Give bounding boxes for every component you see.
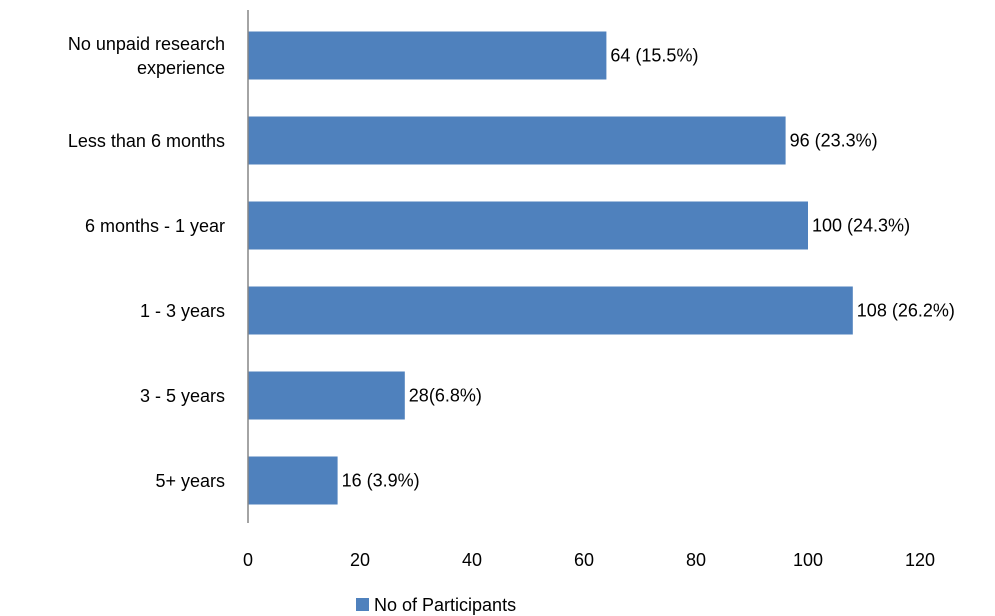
bar — [248, 456, 338, 505]
data-label: 96 (23.3%) — [790, 130, 878, 150]
y-tick-label: 1 - 3 years — [139, 300, 225, 321]
x-tick-label: 100 — [793, 550, 823, 570]
legend-label: No of Participants — [374, 595, 516, 615]
y-tick-label: 3 - 5 years — [139, 385, 225, 406]
bar — [248, 286, 853, 335]
data-label: 28(6.8%) — [409, 385, 482, 405]
bar — [248, 116, 786, 165]
x-tick-label: 80 — [686, 550, 706, 570]
x-tick-label: 0 — [243, 550, 253, 570]
legend-swatch — [356, 598, 369, 611]
x-tick-label: 120 — [905, 550, 935, 570]
data-label: 16 (3.9%) — [342, 470, 420, 490]
x-tick-label: 20 — [350, 550, 370, 570]
y-tick-label: Less than 6 months — [67, 130, 225, 151]
data-label: 100 (24.3%) — [812, 215, 910, 235]
x-tick-label: 40 — [462, 550, 482, 570]
y-tick-label: No unpaid research experience — [67, 33, 225, 78]
data-label: 108 (26.2%) — [857, 300, 955, 320]
bar — [248, 31, 607, 80]
bar — [248, 371, 405, 420]
y-tick-label: 5+ years — [155, 470, 225, 491]
y-tick-label: 6 months - 1 year — [84, 215, 225, 236]
bar — [248, 201, 808, 250]
data-label: 64 (15.5%) — [610, 45, 698, 65]
x-tick-label: 60 — [574, 550, 594, 570]
